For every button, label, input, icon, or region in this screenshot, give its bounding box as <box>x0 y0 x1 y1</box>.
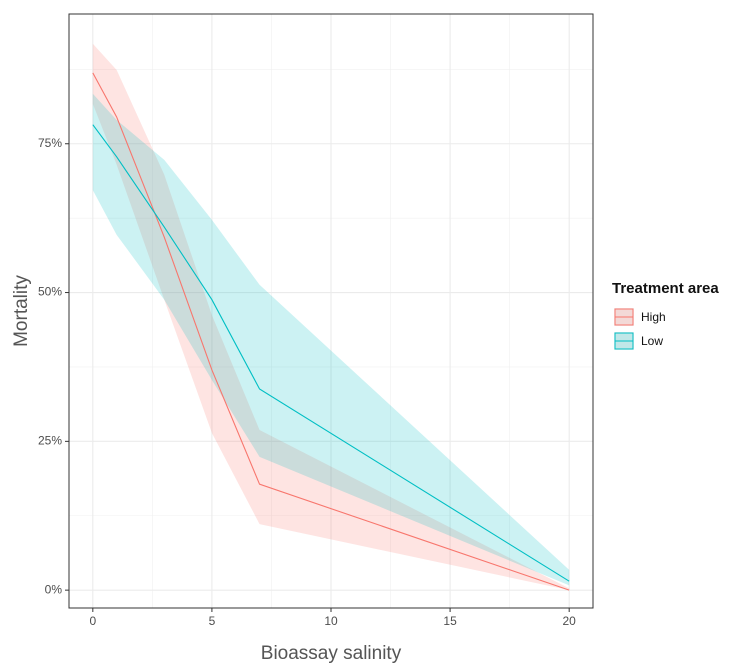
legend-title: Treatment area <box>612 280 719 297</box>
line <box>92 124 570 582</box>
y-tick-label: 75% <box>38 136 62 150</box>
x-tick-label: 10 <box>324 614 338 628</box>
panel-border <box>68 13 594 609</box>
y-tick-label: 50% <box>38 285 62 299</box>
y-tick-label: 0% <box>45 582 63 596</box>
legend-label: High <box>641 310 666 324</box>
x-tick-label: 0 <box>89 614 96 628</box>
legend-label: Low <box>641 334 663 348</box>
x-tick-label: 15 <box>443 614 457 628</box>
confidence-ribbon <box>92 93 570 586</box>
line <box>92 72 570 591</box>
x-tick-label: 5 <box>209 614 216 628</box>
y-axis-title: Mortality <box>11 275 32 347</box>
confidence-ribbon <box>92 43 570 591</box>
x-axis-title: Bioassay salinity <box>261 643 402 664</box>
x-tick-label: 20 <box>563 614 577 628</box>
y-tick-label: 25% <box>38 434 62 448</box>
